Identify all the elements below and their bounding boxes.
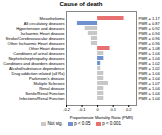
svg-text:PMR = 1.08: PMR = 1.08 <box>138 45 160 51</box>
svg-text:Drug addiction related (all Rx: Drug addiction related (all Rx) <box>11 70 65 76</box>
svg-text:Infections/Renal Function: Infections/Renal Function <box>19 96 64 101</box>
html-text:p < 0.05: p < 0.05 <box>74 121 91 126</box>
svg-text:Proportionate Mortality Ratio: Proportionate Mortality Ratio (PMR) <box>70 115 134 120</box>
svg-text:PMR = 1.04: PMR = 1.04 <box>138 55 160 61</box>
svg-text:PMR = 0.92: PMR = 0.92 <box>138 25 160 31</box>
svg-text:Hypertension and diseases: Hypertension and diseases <box>16 25 65 31</box>
svg-text:PMR = 1.17: PMR = 1.17 <box>138 15 160 21</box>
svg-text:PMR = 0.96: PMR = 0.96 <box>138 40 160 46</box>
svg-text:Senile/Renal Function: Senile/Renal Function <box>25 90 65 96</box>
svg-text:All circulatory diseases: All circulatory diseases <box>23 20 65 26</box>
svg-text:PMR = 0.94: PMR = 0.94 <box>138 30 160 36</box>
svg-text:Nephritis/nephropathy diseases: Nephritis/nephropathy diseases <box>8 55 65 61</box>
svg-text:Multiple Sclerosis: Multiple Sclerosis <box>33 80 65 86</box>
svg-text:PMR = 1.07: PMR = 1.07 <box>138 80 160 86</box>
svg-text:0.2: 0.2 <box>126 107 132 112</box>
svg-text:PMR = 1.04: PMR = 1.04 <box>138 75 160 81</box>
svg-text:Conditions of urinal diseases: Conditions of urinal diseases <box>13 50 65 56</box>
svg-text:-0.1: -0.1 <box>79 107 87 112</box>
svg-text:Parkinson's disease: Parkinson's disease <box>29 75 65 81</box>
svg-text:PMR = 1.02: PMR = 1.02 <box>138 60 160 66</box>
svg-text:PMR = 1.02: PMR = 1.02 <box>138 65 160 71</box>
svg-text:Conditions and disorders disea: Conditions and disorders diseases <box>3 60 65 66</box>
svg-text:PMR = 1.04: PMR = 1.04 <box>139 96 161 101</box>
svg-text:0.1: 0.1 <box>110 107 116 112</box>
html-text:Cause of death: Cause of death <box>59 1 103 7</box>
svg-text:Other Ischaemic Heart diseases: Other Ischaemic Heart diseases <box>7 40 65 46</box>
svg-text:0: 0 <box>96 107 99 112</box>
svg-text:Alcohol/substance dependence: Alcohol/substance dependence <box>8 65 65 71</box>
svg-text:Stroke/Cerebrovascular disease: Stroke/Cerebrovascular diseases <box>5 35 65 41</box>
svg-text:Ischaemic Heart disease: Ischaemic Heart disease <box>20 30 65 36</box>
svg-text:PMR = 0.87: PMR = 0.87 <box>138 20 160 26</box>
svg-text:Other Heart disease: Other Heart disease <box>28 45 65 51</box>
html-text:Not sig.: Not sig. <box>47 121 63 126</box>
svg-text:Renal disease: Renal disease <box>39 85 65 91</box>
svg-text:PMR = 1.04: PMR = 1.04 <box>138 70 160 76</box>
html-text:p < 0.001: p < 0.001 <box>102 121 121 126</box>
svg-text:Mesothelioma: Mesothelioma <box>39 15 65 21</box>
svg-text:PMR = 1.04: PMR = 1.04 <box>138 85 160 91</box>
svg-text:PMR = 1.04: PMR = 1.04 <box>138 50 160 56</box>
svg-text:PMR = 0.96: PMR = 0.96 <box>138 35 160 41</box>
svg-text:PMR = 1.04: PMR = 1.04 <box>138 90 160 96</box>
svg-text:-0.2: -0.2 <box>63 107 71 112</box>
